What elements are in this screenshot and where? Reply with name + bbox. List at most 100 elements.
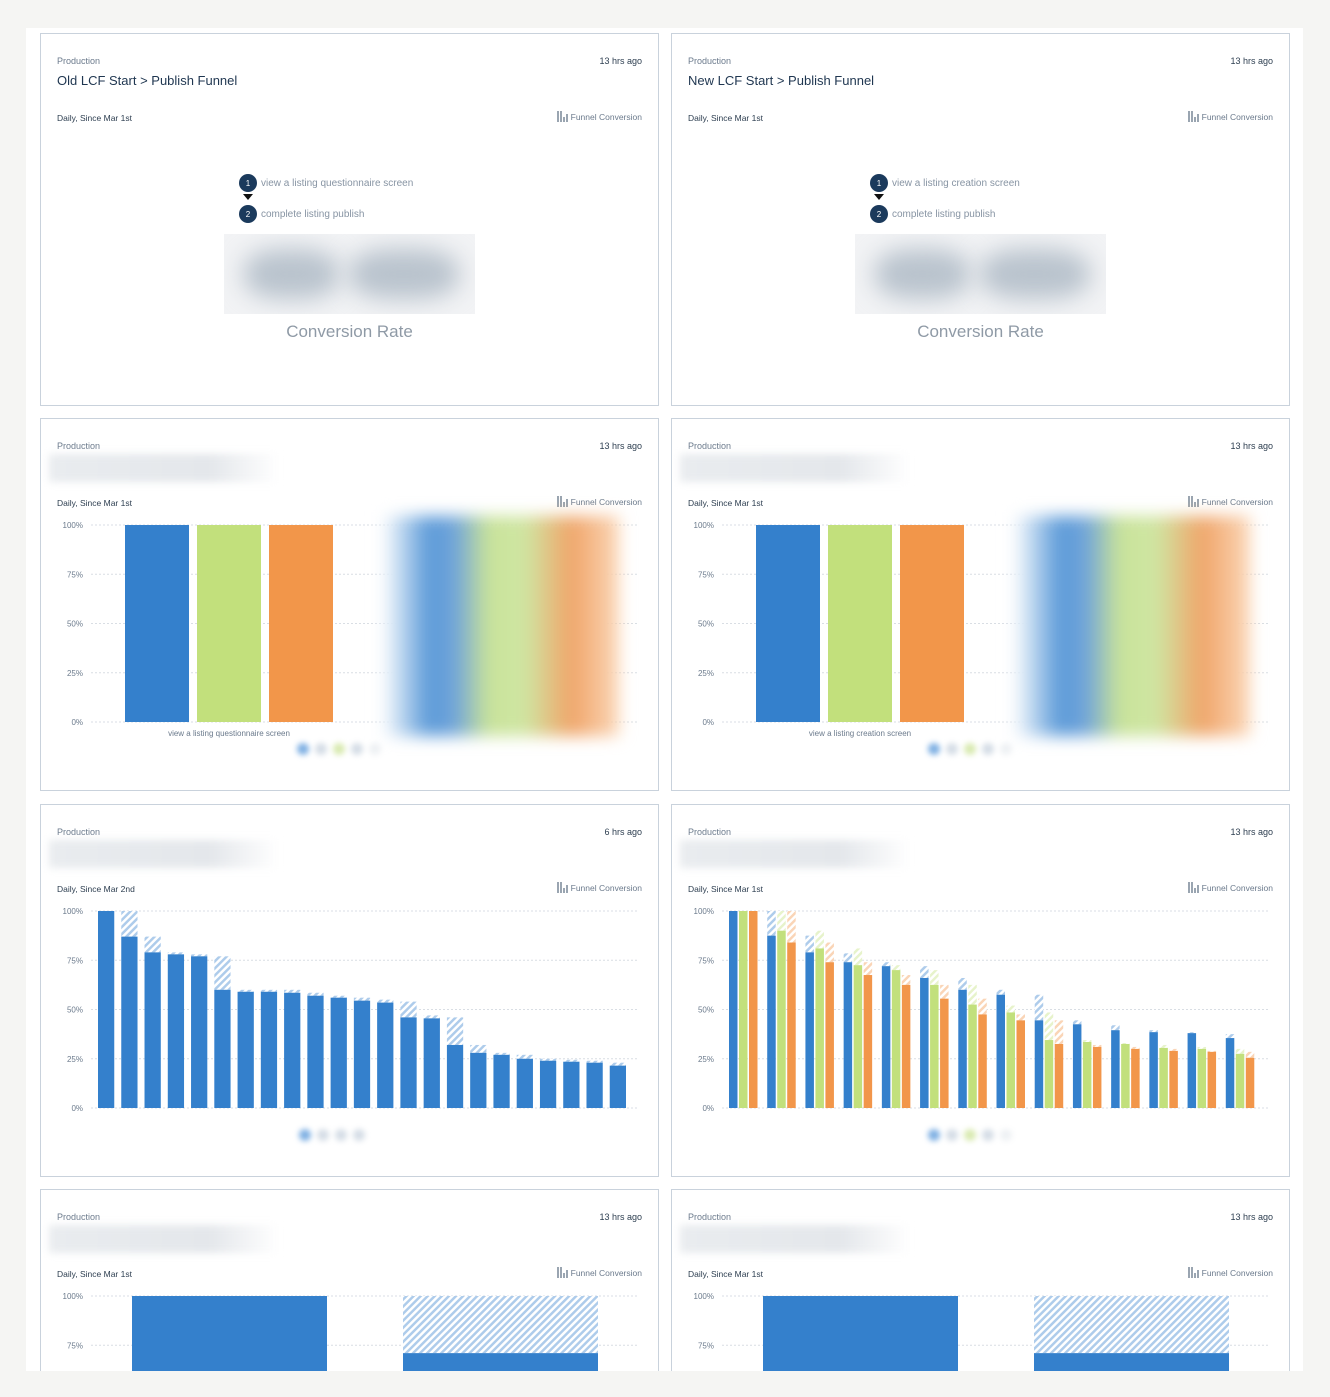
conversion-bar[interactable] — [739, 911, 748, 1108]
dropoff-bar[interactable] — [1054, 1020, 1064, 1044]
dropoff-bar[interactable] — [1044, 1012, 1054, 1041]
dropoff-bar[interactable] — [330, 995, 347, 998]
dropoff-bar[interactable] — [1207, 1050, 1217, 1052]
conversion-bar[interactable] — [423, 1018, 440, 1108]
conversion-bar[interactable] — [996, 994, 1006, 1108]
conversion-bar[interactable] — [843, 962, 853, 1108]
conversion-bar[interactable] — [815, 948, 824, 1108]
conversion-bar[interactable] — [940, 998, 949, 1108]
dropoff-bar[interactable] — [1016, 1014, 1026, 1021]
conversion-bar[interactable] — [777, 930, 786, 1108]
conversion-bar[interactable] — [920, 977, 929, 1108]
conversion-bar[interactable] — [881, 966, 891, 1108]
conversion-bar[interactable] — [609, 1065, 626, 1108]
dropoff-bar[interactable] — [958, 977, 967, 990]
dropoff-bar[interactable] — [1072, 1020, 1082, 1025]
dropoff-bar[interactable] — [968, 984, 977, 1005]
dropoff-bar[interactable] — [1111, 1025, 1120, 1031]
dropoff-bar[interactable] — [1169, 1048, 1178, 1051]
conversion-bar[interactable] — [353, 1000, 371, 1108]
dropoff-bar[interactable] — [881, 962, 891, 967]
conversion-bar[interactable] — [516, 1058, 533, 1108]
dashboard-card[interactable]: Production 13 hrs ago Daily, Since Mar 1s… — [671, 1189, 1290, 1371]
dropoff-bar[interactable] — [121, 911, 138, 937]
dropoff-bar[interactable] — [978, 998, 987, 1015]
conversion-bar[interactable] — [284, 992, 301, 1108]
conversion-bar[interactable] — [1245, 1057, 1255, 1108]
dropoff-bar[interactable] — [940, 984, 949, 999]
conversion-bar[interactable] — [863, 975, 873, 1108]
conversion-bar[interactable] — [828, 525, 892, 722]
dropoff-bar[interactable] — [214, 956, 231, 990]
conversion-bar[interactable] — [197, 525, 261, 722]
conversion-bar[interactable] — [787, 942, 796, 1108]
dropoff-bar[interactable] — [1092, 1044, 1102, 1047]
conversion-bar[interactable] — [493, 1054, 510, 1108]
conversion-bar[interactable] — [756, 525, 820, 722]
dropoff-bar[interactable] — [1235, 1048, 1245, 1054]
dropoff-bar[interactable] — [1131, 1046, 1140, 1049]
conversion-bar[interactable] — [930, 984, 939, 1108]
conversion-bar[interactable] — [763, 1296, 958, 1371]
conversion-bar[interactable] — [1207, 1051, 1217, 1108]
conversion-bar[interactable] — [446, 1044, 464, 1108]
dropoff-bar[interactable] — [353, 997, 371, 1001]
conversion-bar[interactable] — [1111, 1030, 1120, 1108]
dropoff-bar[interactable] — [307, 992, 324, 996]
dropoff-bar[interactable] — [516, 1054, 533, 1059]
conversion-bar[interactable] — [767, 935, 776, 1108]
conversion-bar[interactable] — [470, 1052, 487, 1108]
conversion-bar[interactable] — [749, 911, 758, 1108]
dropoff-bar[interactable] — [237, 989, 254, 992]
dropoff-bar[interactable] — [1187, 1032, 1197, 1034]
dropoff-bar[interactable] — [609, 1062, 626, 1066]
conversion-bar[interactable] — [1225, 1038, 1235, 1108]
dropoff-bar[interactable] — [493, 1052, 510, 1055]
conversion-bar[interactable] — [1072, 1024, 1082, 1108]
conversion-bar[interactable] — [563, 1061, 580, 1108]
dropoff-bar[interactable] — [1034, 1296, 1229, 1354]
conversion-bar[interactable] — [403, 1353, 598, 1371]
conversion-bar[interactable] — [260, 991, 278, 1108]
chart-title[interactable]: New LCF Start > Publish Funnel — [688, 73, 875, 88]
conversion-bar[interactable] — [1159, 1047, 1168, 1108]
conversion-bar[interactable] — [330, 997, 347, 1108]
conversion-bar[interactable] — [825, 962, 834, 1108]
conversion-bar[interactable] — [978, 1014, 987, 1108]
conversion-bar[interactable] — [125, 525, 189, 722]
conversion-bar[interactable] — [1092, 1046, 1102, 1108]
conversion-bar[interactable] — [1034, 1353, 1229, 1371]
conversion-bar[interactable] — [1054, 1043, 1064, 1108]
dropoff-bar[interactable] — [423, 1015, 440, 1019]
dropoff-bar[interactable] — [853, 948, 863, 966]
dropoff-bar[interactable] — [920, 966, 929, 978]
dashboard-card[interactable]: Production 13 hrs ago New LCF Start > Pub… — [671, 33, 1290, 406]
dropoff-bar[interactable] — [586, 1060, 603, 1063]
conversion-bar[interactable] — [144, 952, 161, 1108]
dropoff-bar[interactable] — [144, 936, 161, 953]
conversion-bar[interactable] — [1149, 1032, 1158, 1108]
dashboard-card[interactable]: Production 13 hrs ago Daily, Since Mar 1s… — [671, 804, 1290, 1177]
dropoff-bar[interactable] — [470, 1044, 487, 1053]
dropoff-bar[interactable] — [191, 954, 208, 957]
dropoff-bar[interactable] — [1006, 1005, 1016, 1013]
conversion-bar[interactable] — [901, 984, 911, 1108]
dropoff-bar[interactable] — [1149, 1030, 1158, 1033]
dashboard-card[interactable]: Production 13 hrs ago Daily, Since Mar 1s… — [671, 418, 1290, 791]
dropoff-bar[interactable] — [446, 1017, 464, 1045]
conversion-bar[interactable] — [900, 525, 964, 722]
conversion-bar[interactable] — [237, 991, 254, 1108]
conversion-bar[interactable] — [269, 525, 333, 722]
conversion-bar[interactable] — [729, 911, 738, 1108]
dropoff-bar[interactable] — [563, 1059, 580, 1062]
dropoff-bar[interactable] — [787, 911, 796, 943]
dropoff-bar[interactable] — [996, 989, 1006, 995]
conversion-bar[interactable] — [214, 989, 231, 1108]
conversion-bar[interactable] — [958, 989, 967, 1108]
conversion-bar[interactable] — [539, 1060, 557, 1108]
dropoff-bar[interactable] — [377, 999, 394, 1003]
dropoff-bar[interactable] — [891, 965, 901, 971]
conversion-bar[interactable] — [853, 965, 863, 1108]
dropoff-bar[interactable] — [260, 989, 278, 992]
dropoff-bar[interactable] — [930, 970, 939, 985]
